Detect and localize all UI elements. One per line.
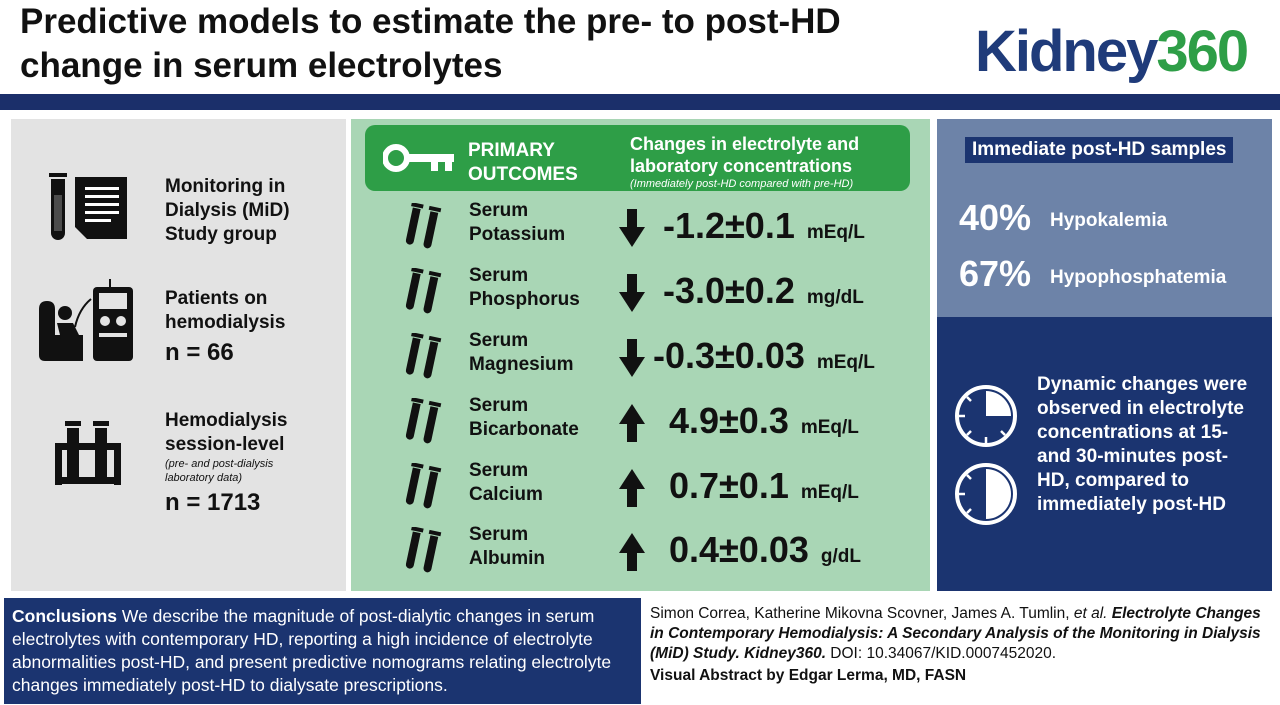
sessions-note: (pre- and post-dialysis laboratory data) bbox=[165, 458, 274, 484]
stat-label-hypokalemia: Hypokalemia bbox=[1050, 210, 1168, 231]
outcome-row-serum-magnesium: Serum Magnesium -0.3±0.03 mEq/L bbox=[351, 329, 930, 389]
citation-authors: Simon Correa, Katherine Mikovna Scovner,… bbox=[650, 605, 1074, 622]
outcome-name: Serum Magnesium bbox=[469, 330, 574, 375]
study-group-text: Monitoring in Dialysis (MiD) Study group bbox=[165, 176, 290, 245]
arrow-up-icon bbox=[619, 469, 645, 512]
outcome-value: -0.3±0.03 bbox=[653, 335, 805, 376]
stat-label-hypophosphatemia: Hypophosphatemia bbox=[1050, 267, 1227, 288]
outcome-unit: mEq/L bbox=[800, 482, 859, 503]
outcome-row-serum-albumin: Serum Albumin 0.4±0.03 g/dL bbox=[351, 523, 930, 583]
outcome-unit: mEq/L bbox=[816, 352, 875, 373]
patients-count: n = 66 bbox=[165, 339, 234, 366]
arrow-down-icon bbox=[619, 339, 645, 382]
primary-outcomes-label: PRIMARY OUTCOMES bbox=[468, 140, 578, 185]
arrow-down-icon bbox=[619, 274, 645, 317]
outcome-name: Serum Calcium bbox=[469, 460, 543, 505]
outcome-row-serum-potassium: Serum Potassium -1.2±0.1 mEq/L bbox=[351, 199, 930, 259]
test-tubes-icon bbox=[403, 462, 443, 516]
sessions-text: Hemodialysis session-level bbox=[165, 410, 288, 455]
outcome-value: 0.4±0.03 bbox=[669, 529, 809, 570]
outcome-unit: mEq/L bbox=[806, 222, 865, 243]
outcome-row-serum-calcium: Serum Calcium 0.7±0.1 mEq/L bbox=[351, 459, 930, 519]
test-tubes-icon bbox=[403, 526, 443, 580]
test-tubes-icon bbox=[403, 332, 443, 386]
page-title: Predictive models to estimate the pre- t… bbox=[20, 2, 841, 85]
outcome-value: -1.2±0.1 bbox=[663, 205, 795, 246]
citation-etal: et al. bbox=[1073, 605, 1108, 622]
primary-outcomes-header: PRIMARY OUTCOMES Changes in electrolyte … bbox=[365, 125, 910, 191]
arrow-down-icon bbox=[619, 209, 645, 252]
outcome-value: -3.0±0.2 bbox=[663, 270, 795, 311]
outcome-row-serum-phosphorus: Serum Phosphorus -3.0±0.2 mg/dL bbox=[351, 264, 930, 324]
changes-note: (Immediately post-HD compared with pre-H… bbox=[630, 178, 854, 190]
test-tubes-icon bbox=[403, 267, 443, 321]
dynamic-changes-text: Dynamic changes were observed in electro… bbox=[1037, 374, 1248, 515]
key-icon bbox=[383, 144, 454, 172]
citation-doi: DOI: 10.34067/KID.0007452020. bbox=[826, 645, 1057, 662]
test-tubes-icon bbox=[403, 202, 443, 256]
sessions-count: n = 1713 bbox=[165, 489, 261, 516]
clock-15-min-icon bbox=[955, 385, 1017, 447]
outcome-name: Serum Phosphorus bbox=[469, 265, 580, 310]
outcome-unit: mEq/L bbox=[800, 417, 859, 438]
outcome-unit: g/dL bbox=[820, 546, 861, 567]
kidney360-logo: Kidney360 bbox=[975, 19, 1249, 84]
stat-pct-hypophosphatemia: 67% bbox=[959, 253, 1032, 294]
arrow-up-icon bbox=[619, 533, 645, 576]
test-tube-rack-icon bbox=[55, 421, 121, 485]
samples-label: Immediate post-HD samples bbox=[965, 137, 1234, 163]
patients-text: Patients on hemodialysis bbox=[165, 288, 286, 333]
conclusions-box: Conclusions We describe the magnitude of… bbox=[4, 598, 641, 704]
study-population-panel: Monitoring in Dialysis (MiD) Study group… bbox=[11, 119, 346, 591]
outcome-row-serum-bicarbonate: Serum Bicarbonate 4.9±0.3 mEq/L bbox=[351, 394, 930, 454]
visual-abstract-credit: Visual Abstract by Edgar Lerma, MD, FASN bbox=[650, 667, 967, 684]
outcome-name: Serum Potassium bbox=[469, 200, 566, 245]
primary-outcomes-panel: PRIMARY OUTCOMES Changes in electrolyte … bbox=[351, 119, 930, 591]
outcome-name: Serum Bicarbonate bbox=[469, 395, 579, 440]
post-hd-samples-panel: Immediate post-HD samples 40% Hypokalemi… bbox=[937, 119, 1272, 317]
dialysis-patient-icon bbox=[39, 279, 133, 361]
test-tube-document-icon bbox=[49, 173, 127, 240]
changes-heading: Changes in electrolyte and laboratory co… bbox=[630, 134, 860, 176]
outcome-name: Serum Albumin bbox=[469, 524, 545, 569]
stat-pct-hypokalemia: 40% bbox=[959, 197, 1032, 238]
clock-30-min-icon bbox=[955, 463, 1017, 525]
citation-title: Electrolyte Changes in Contemporary Hemo… bbox=[650, 605, 1261, 662]
header-divider bbox=[0, 94, 1280, 110]
conclusions-text: We describe the magnitude of post-dialyt… bbox=[12, 606, 612, 695]
citation-journal: Kidney360. bbox=[739, 645, 826, 662]
citation: Simon Correa, Katherine Mikovna Scovner,… bbox=[650, 604, 1275, 664]
outcome-unit: mg/dL bbox=[806, 287, 864, 308]
dynamic-changes-panel: Dynamic changes were observed in electro… bbox=[937, 317, 1272, 591]
arrow-up-icon bbox=[619, 404, 645, 447]
outcome-value: 0.7±0.1 bbox=[669, 465, 789, 506]
outcome-value: 4.9±0.3 bbox=[669, 400, 789, 441]
conclusions-label: Conclusions bbox=[12, 606, 118, 626]
test-tubes-icon bbox=[403, 397, 443, 451]
